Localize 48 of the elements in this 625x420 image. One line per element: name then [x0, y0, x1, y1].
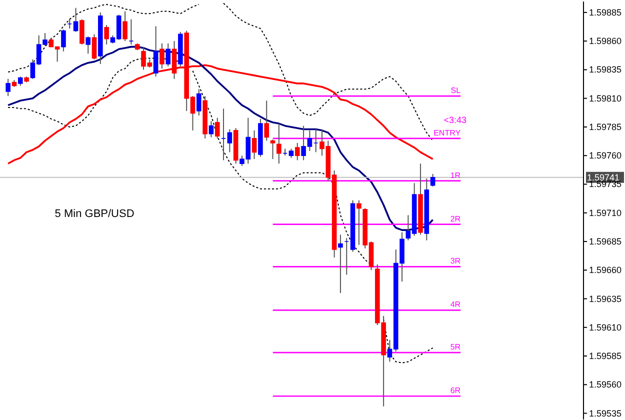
y-tick-label: 1.59760	[589, 150, 622, 161]
text: <3:43	[444, 115, 467, 126]
candlestick	[208, 120, 214, 138]
candlestick	[356, 200, 362, 246]
y-tick-label: 1.59560	[589, 380, 622, 390]
annotation: 5 Min GBP/USD	[54, 208, 134, 220]
y-tick-label: 1.59685	[589, 236, 622, 246]
candlestick	[270, 139, 276, 160]
candlestick	[227, 128, 232, 153]
y-tick-label: 1.59660	[589, 265, 622, 276]
candlestick	[92, 34, 97, 60]
ref-line-label: 6R	[450, 386, 461, 396]
candlestick	[122, 10, 128, 42]
y-tick-label: 1.59710	[589, 208, 622, 218]
y-tick-label: 1.59610	[589, 322, 622, 332]
candlestick	[252, 130, 257, 160]
candlestick	[166, 42, 171, 67]
y-tick-label: 1.59535	[589, 408, 622, 418]
ref-line-label: 1R	[450, 170, 461, 180]
ref-line-label: 3R	[450, 256, 461, 266]
y-tick-label: 1.59885	[589, 7, 622, 18]
y-tick-label: 1.59860	[589, 36, 622, 46]
candlestick	[73, 7, 78, 32]
y-tick-label: 1.59810	[589, 93, 622, 104]
ref-line-label: 5R	[450, 342, 461, 352]
y-tick-label: 1.59835	[589, 64, 622, 75]
candlestick	[294, 142, 300, 161]
y-tick-label: 1.59585	[589, 351, 622, 362]
y-tick-label: 1.59785	[589, 122, 622, 132]
candlestick	[6, 78, 10, 97]
ref-line-label: ENTRY	[434, 128, 462, 138]
candlestick	[104, 24, 109, 46]
candlestick	[18, 76, 23, 86]
candlestick	[61, 29, 66, 52]
candlestick	[214, 117, 220, 139]
candlestick	[80, 18, 84, 46]
candlestick	[338, 234, 343, 294]
candlestick	[430, 173, 436, 188]
candlestick	[288, 148, 294, 158]
candlestick	[196, 88, 202, 116]
candlestick	[153, 26, 158, 78]
ref-line-label: 2R	[450, 214, 461, 224]
ref-line-label: SL	[450, 86, 462, 96]
ref-line-label: 4R	[450, 300, 461, 310]
y-tick-label: 1.59635	[589, 294, 622, 304]
candlestick	[276, 123, 282, 164]
candlestick	[86, 36, 90, 54]
candlestick	[264, 100, 269, 142]
